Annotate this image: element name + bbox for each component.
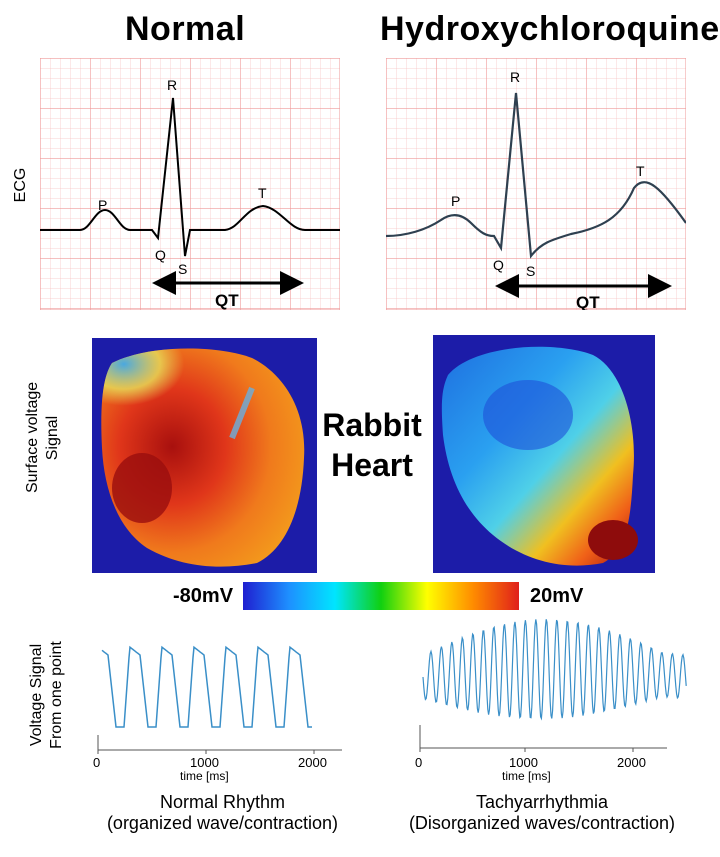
heart-map-hcq [433, 335, 655, 573]
caption-hcq-line1: Tachyarrhythmia [475, 792, 609, 812]
trace-hcq-ticklabel-0: 0 [415, 755, 422, 770]
heart-map-hcq-dark-region [588, 520, 638, 560]
rabbit-heart-line2: Heart [331, 447, 413, 483]
ecg-normal-label-qt: QT [215, 291, 239, 310]
ecg-hcq-label-s: S [526, 263, 535, 279]
ecg-normal-label-r: R [167, 77, 177, 93]
ecg-normal-waveform [40, 97, 340, 257]
trace-normal-signal [101, 645, 312, 728]
heart-map-normal-highlight [101, 348, 252, 453]
ecg-hcq-label-p: P [451, 193, 460, 209]
row-label-surface-voltage: Surface voltage Signal [23, 381, 63, 493]
colorbar-max-label: 20mV [530, 585, 584, 607]
trace-hcq-panel: 0 1000 2000 time [ms] [415, 619, 687, 783]
heart-map-normal [92, 338, 317, 573]
ecg-hcq-grid [386, 58, 686, 310]
trace-hcq-signal [422, 619, 687, 721]
rabbit-heart-label: Rabbit Heart [312, 405, 432, 485]
trace-hcq-ticklabel-2000: 2000 [617, 755, 646, 770]
ecg-hcq-panel: P Q R S T QT [386, 58, 686, 310]
trace-hcq-xlabel: time [ms] [502, 769, 551, 783]
row-label-surface-line2: Signal [44, 415, 61, 461]
caption-hcq-line2: (Disorganized waves/contraction) [408, 813, 676, 833]
caption-normal-line1: Normal Rhythm [159, 792, 286, 812]
ecg-hcq-label-t: T [636, 163, 645, 179]
trace-normal-ticklabel-2000: 2000 [298, 755, 327, 770]
ecg-hcq-label-q: Q [493, 257, 504, 273]
trace-normal-xlabel: time [ms] [180, 769, 229, 783]
ecg-normal-label-t: T [258, 185, 267, 201]
colorbar-min-label: -80mV [173, 585, 234, 607]
row-label-voltage-line1: Voltage Signal [28, 643, 45, 747]
trace-normal-panel: 0 1000 2000 time [ms] [93, 645, 342, 783]
trace-normal-ticklabel-0: 0 [93, 755, 100, 770]
rabbit-heart-line1: Rabbit [322, 407, 422, 443]
trace-normal-ticklabel-1000: 1000 [190, 755, 219, 770]
colorbar [243, 582, 519, 610]
ecg-normal-label-q: Q [155, 247, 166, 263]
heart-map-normal-dark-region [112, 453, 172, 523]
caption-normal-line2: (organized wave/contraction) [106, 813, 339, 833]
row-label-ecg: ECG [12, 167, 29, 203]
row-label-voltage-line2: From one point [48, 641, 65, 749]
title-normal: Normal [125, 10, 246, 48]
row-label-surface-line1: Surface voltage [24, 381, 41, 493]
ecg-normal-label-p: P [98, 197, 107, 213]
caption-normal: Normal Rhythm (organized wave/contractio… [80, 792, 365, 834]
title-hydroxychloroquine: Hydroxychloroquine [380, 10, 720, 48]
caption-hcq: Tachyarrhythmia (Disorganized waves/cont… [382, 792, 702, 834]
ecg-normal-label-s: S [178, 261, 187, 277]
ecg-hcq-label-qt: QT [576, 293, 600, 310]
ecg-normal-panel: P Q R S T QT [40, 58, 340, 310]
ecg-hcq-waveform [386, 92, 686, 259]
row-label-voltage-signal: Voltage Signal From one point [27, 635, 67, 755]
ecg-hcq-label-r: R [510, 69, 520, 85]
heart-map-normal-streak [229, 386, 255, 440]
trace-hcq-ticklabel-1000: 1000 [509, 755, 538, 770]
heart-map-hcq-blue-core [483, 380, 573, 450]
ecg-normal-grid [40, 58, 340, 310]
